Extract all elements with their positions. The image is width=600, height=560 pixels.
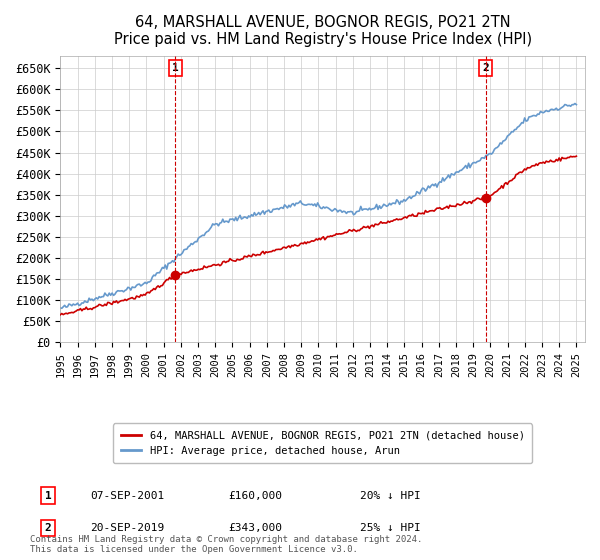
Text: Contains HM Land Registry data © Crown copyright and database right 2024.
This d: Contains HM Land Registry data © Crown c…: [30, 535, 422, 554]
Text: 07-SEP-2001: 07-SEP-2001: [90, 491, 164, 501]
Text: 25% ↓ HPI: 25% ↓ HPI: [360, 523, 421, 533]
Title: 64, MARSHALL AVENUE, BOGNOR REGIS, PO21 2TN
Price paid vs. HM Land Registry's Ho: 64, MARSHALL AVENUE, BOGNOR REGIS, PO21 …: [113, 15, 532, 48]
Text: 20% ↓ HPI: 20% ↓ HPI: [360, 491, 421, 501]
Text: 2: 2: [44, 523, 52, 533]
Text: 1: 1: [44, 491, 52, 501]
Legend: 64, MARSHALL AVENUE, BOGNOR REGIS, PO21 2TN (detached house), HPI: Average price: 64, MARSHALL AVENUE, BOGNOR REGIS, PO21 …: [113, 423, 532, 463]
Text: £343,000: £343,000: [228, 523, 282, 533]
Text: 20-SEP-2019: 20-SEP-2019: [90, 523, 164, 533]
Text: 2: 2: [482, 63, 489, 73]
Text: 1: 1: [172, 63, 179, 73]
Text: £160,000: £160,000: [228, 491, 282, 501]
